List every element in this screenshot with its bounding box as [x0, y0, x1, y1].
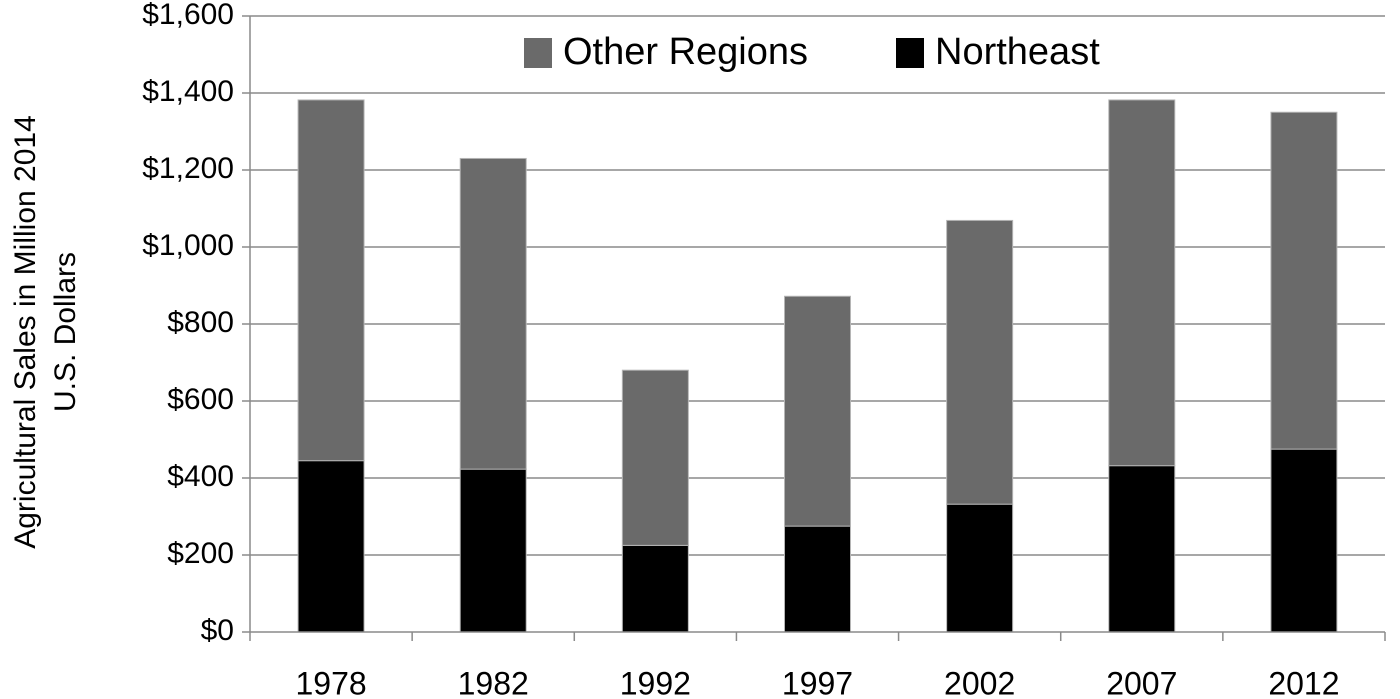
bar-northeast-1978: [297, 460, 365, 633]
bar-other-regions-1997: [784, 295, 851, 527]
axes: [242, 15, 1386, 641]
legend: Other Regions Northeast: [524, 31, 1100, 73]
y-axis-title-line-2: U.S. Dollars: [49, 252, 82, 412]
x-tick-label: 1997: [782, 665, 853, 699]
x-tick-label: 1982: [458, 665, 529, 699]
y-tick-label: $1,200: [142, 152, 234, 185]
y-tick-label: $200: [167, 537, 234, 570]
y-tick-label: $1,600: [142, 0, 234, 31]
bar-northeast-1997: [784, 525, 851, 633]
bar-northeast-1992: [621, 544, 689, 633]
y-tick-label: $1,000: [142, 229, 234, 262]
y-tick-labels: $0 $200 $400 $600 $800 $1,000 $1,200 $1,400 $1,6…: [142, 0, 234, 647]
x-tick-label: 2002: [944, 665, 1015, 699]
bar-northeast-1982: [459, 468, 527, 633]
y-axis-title-line-1: Agricultural Sales in Million 2014: [9, 115, 42, 549]
bar-other-regions-1982: [459, 157, 527, 470]
x-tick-labels: 1978 1982 1992 1997 2002 2007 2012: [295, 665, 1339, 699]
legend-label-northeast: Northeast: [935, 31, 1100, 73]
bar-other-regions-2012: [1270, 111, 1338, 450]
bar-northeast-2007: [1108, 465, 1176, 633]
legend-label-other-regions: Other Regions: [563, 31, 808, 73]
bar-other-regions-1992: [621, 369, 689, 546]
x-tick-label: 2007: [1106, 665, 1177, 699]
bar-other-regions-2007: [1108, 99, 1176, 467]
y-tick-label: $1,400: [142, 75, 234, 108]
legend-swatch-other-regions: [524, 38, 552, 68]
y-axis-title: Agricultural Sales in Million 2014 U.S. …: [9, 115, 82, 549]
x-tick-label: 2012: [1268, 665, 1339, 699]
y-tick-label: $400: [167, 460, 234, 493]
bar-other-regions-1978: [297, 99, 365, 462]
y-tick-label: $0: [201, 614, 234, 647]
bar-northeast-2012: [1270, 448, 1338, 633]
y-tick-label: $800: [167, 306, 234, 339]
x-tick-label: 1978: [295, 665, 366, 699]
bar-northeast-2002: [946, 503, 1014, 633]
y-tick-label: $600: [167, 383, 234, 416]
legend-swatch-northeast: [896, 38, 924, 68]
bar-other-regions-2002: [946, 219, 1014, 505]
x-tick-label: 1992: [620, 665, 691, 699]
bars: [297, 99, 1338, 633]
